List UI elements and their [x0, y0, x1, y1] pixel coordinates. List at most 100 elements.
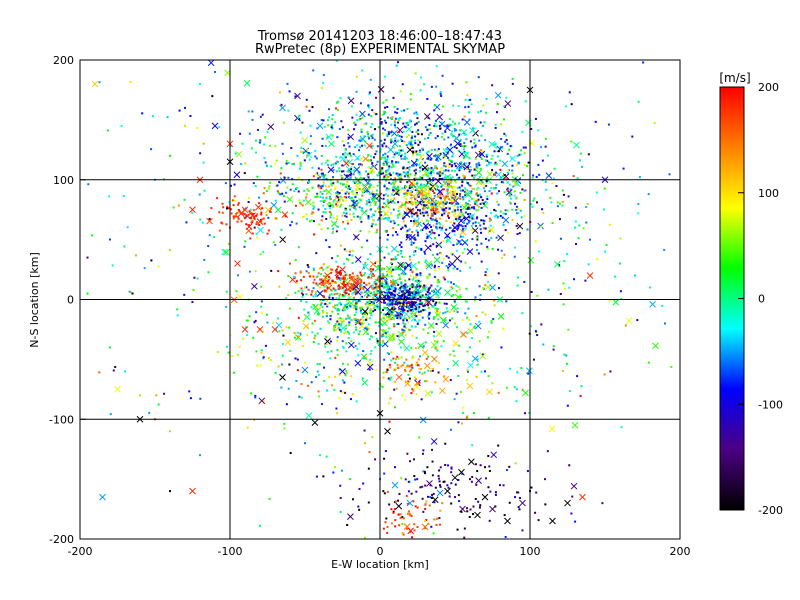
data-point — [412, 303, 415, 306]
data-point — [393, 301, 396, 304]
data-point — [315, 252, 318, 255]
data-point — [490, 187, 493, 190]
x-axis-ticks: -200 -100 0 100 200 — [68, 533, 691, 558]
data-point — [409, 268, 412, 271]
data-point — [526, 470, 529, 473]
data-point — [295, 282, 298, 285]
data-point — [461, 318, 464, 321]
data-point — [295, 380, 298, 383]
data-point — [239, 132, 242, 135]
data-point — [407, 202, 410, 205]
data-point — [435, 301, 438, 304]
data-point — [366, 316, 369, 319]
data-point — [580, 385, 583, 388]
data-point — [436, 349, 439, 352]
data-point-x — [284, 339, 292, 346]
data-point — [426, 211, 429, 214]
data-point — [387, 133, 390, 136]
data-point — [383, 307, 386, 310]
data-point — [443, 198, 446, 201]
data-point — [368, 338, 371, 341]
data-point — [426, 466, 429, 469]
data-point — [399, 180, 402, 183]
data-point — [569, 389, 572, 392]
data-point — [450, 471, 453, 474]
data-point — [427, 369, 430, 372]
data-point — [336, 292, 339, 295]
data-point-x — [339, 155, 347, 162]
data-point — [608, 299, 611, 302]
data-point — [294, 272, 297, 275]
data-point — [435, 523, 438, 526]
data-point — [456, 310, 459, 313]
data-point — [443, 181, 446, 184]
data-point — [453, 222, 456, 225]
data-point — [412, 208, 415, 211]
data-point — [559, 237, 562, 240]
data-point-x — [393, 189, 400, 197]
data-point — [427, 116, 430, 119]
data-point — [404, 304, 407, 307]
data-point — [367, 135, 370, 138]
data-point — [367, 501, 370, 504]
data-point-x — [439, 387, 446, 395]
data-point — [436, 310, 439, 313]
data-point — [460, 510, 463, 513]
data-point — [414, 197, 417, 200]
data-point — [421, 294, 424, 297]
data-point — [347, 293, 350, 296]
data-point — [304, 361, 307, 364]
data-point — [393, 325, 396, 328]
data-point — [409, 530, 412, 533]
data-point — [177, 204, 180, 207]
data-point — [349, 204, 352, 207]
data-point — [314, 334, 317, 337]
data-point — [466, 510, 469, 513]
data-point — [414, 212, 417, 215]
data-point — [511, 164, 514, 167]
data-point — [408, 175, 411, 178]
data-point — [389, 378, 392, 381]
data-point — [386, 233, 389, 236]
data-point — [317, 373, 320, 376]
data-point — [563, 353, 566, 356]
data-point — [538, 173, 541, 176]
data-point — [122, 195, 125, 198]
data-point — [424, 526, 427, 529]
data-point — [438, 244, 441, 247]
data-point — [461, 229, 464, 232]
data-point — [202, 161, 205, 164]
data-point-x — [241, 326, 249, 333]
data-point — [398, 294, 401, 297]
data-point — [497, 391, 500, 394]
data-point — [351, 249, 354, 252]
data-point — [325, 299, 328, 302]
data-point — [408, 185, 411, 188]
data-point — [362, 357, 365, 360]
data-point — [396, 186, 399, 189]
data-point-x — [258, 397, 266, 405]
data-point — [324, 207, 327, 210]
data-point — [307, 288, 310, 291]
data-point — [448, 123, 451, 126]
data-point — [351, 262, 354, 265]
data-point — [381, 385, 384, 388]
data-point — [534, 511, 537, 514]
data-point — [452, 267, 455, 270]
data-point — [454, 322, 456, 325]
data-point-x — [450, 304, 458, 311]
data-point — [442, 276, 445, 279]
data-point — [436, 208, 439, 211]
data-point — [442, 194, 445, 197]
data-point-x — [356, 318, 363, 325]
data-point — [334, 304, 336, 307]
data-point — [319, 195, 322, 198]
data-point — [450, 159, 453, 162]
data-point — [386, 105, 389, 108]
data-point — [363, 312, 366, 315]
data-point — [248, 132, 251, 135]
data-point — [429, 172, 432, 175]
data-point — [542, 212, 545, 215]
data-point — [409, 460, 411, 463]
data-point — [485, 184, 488, 187]
